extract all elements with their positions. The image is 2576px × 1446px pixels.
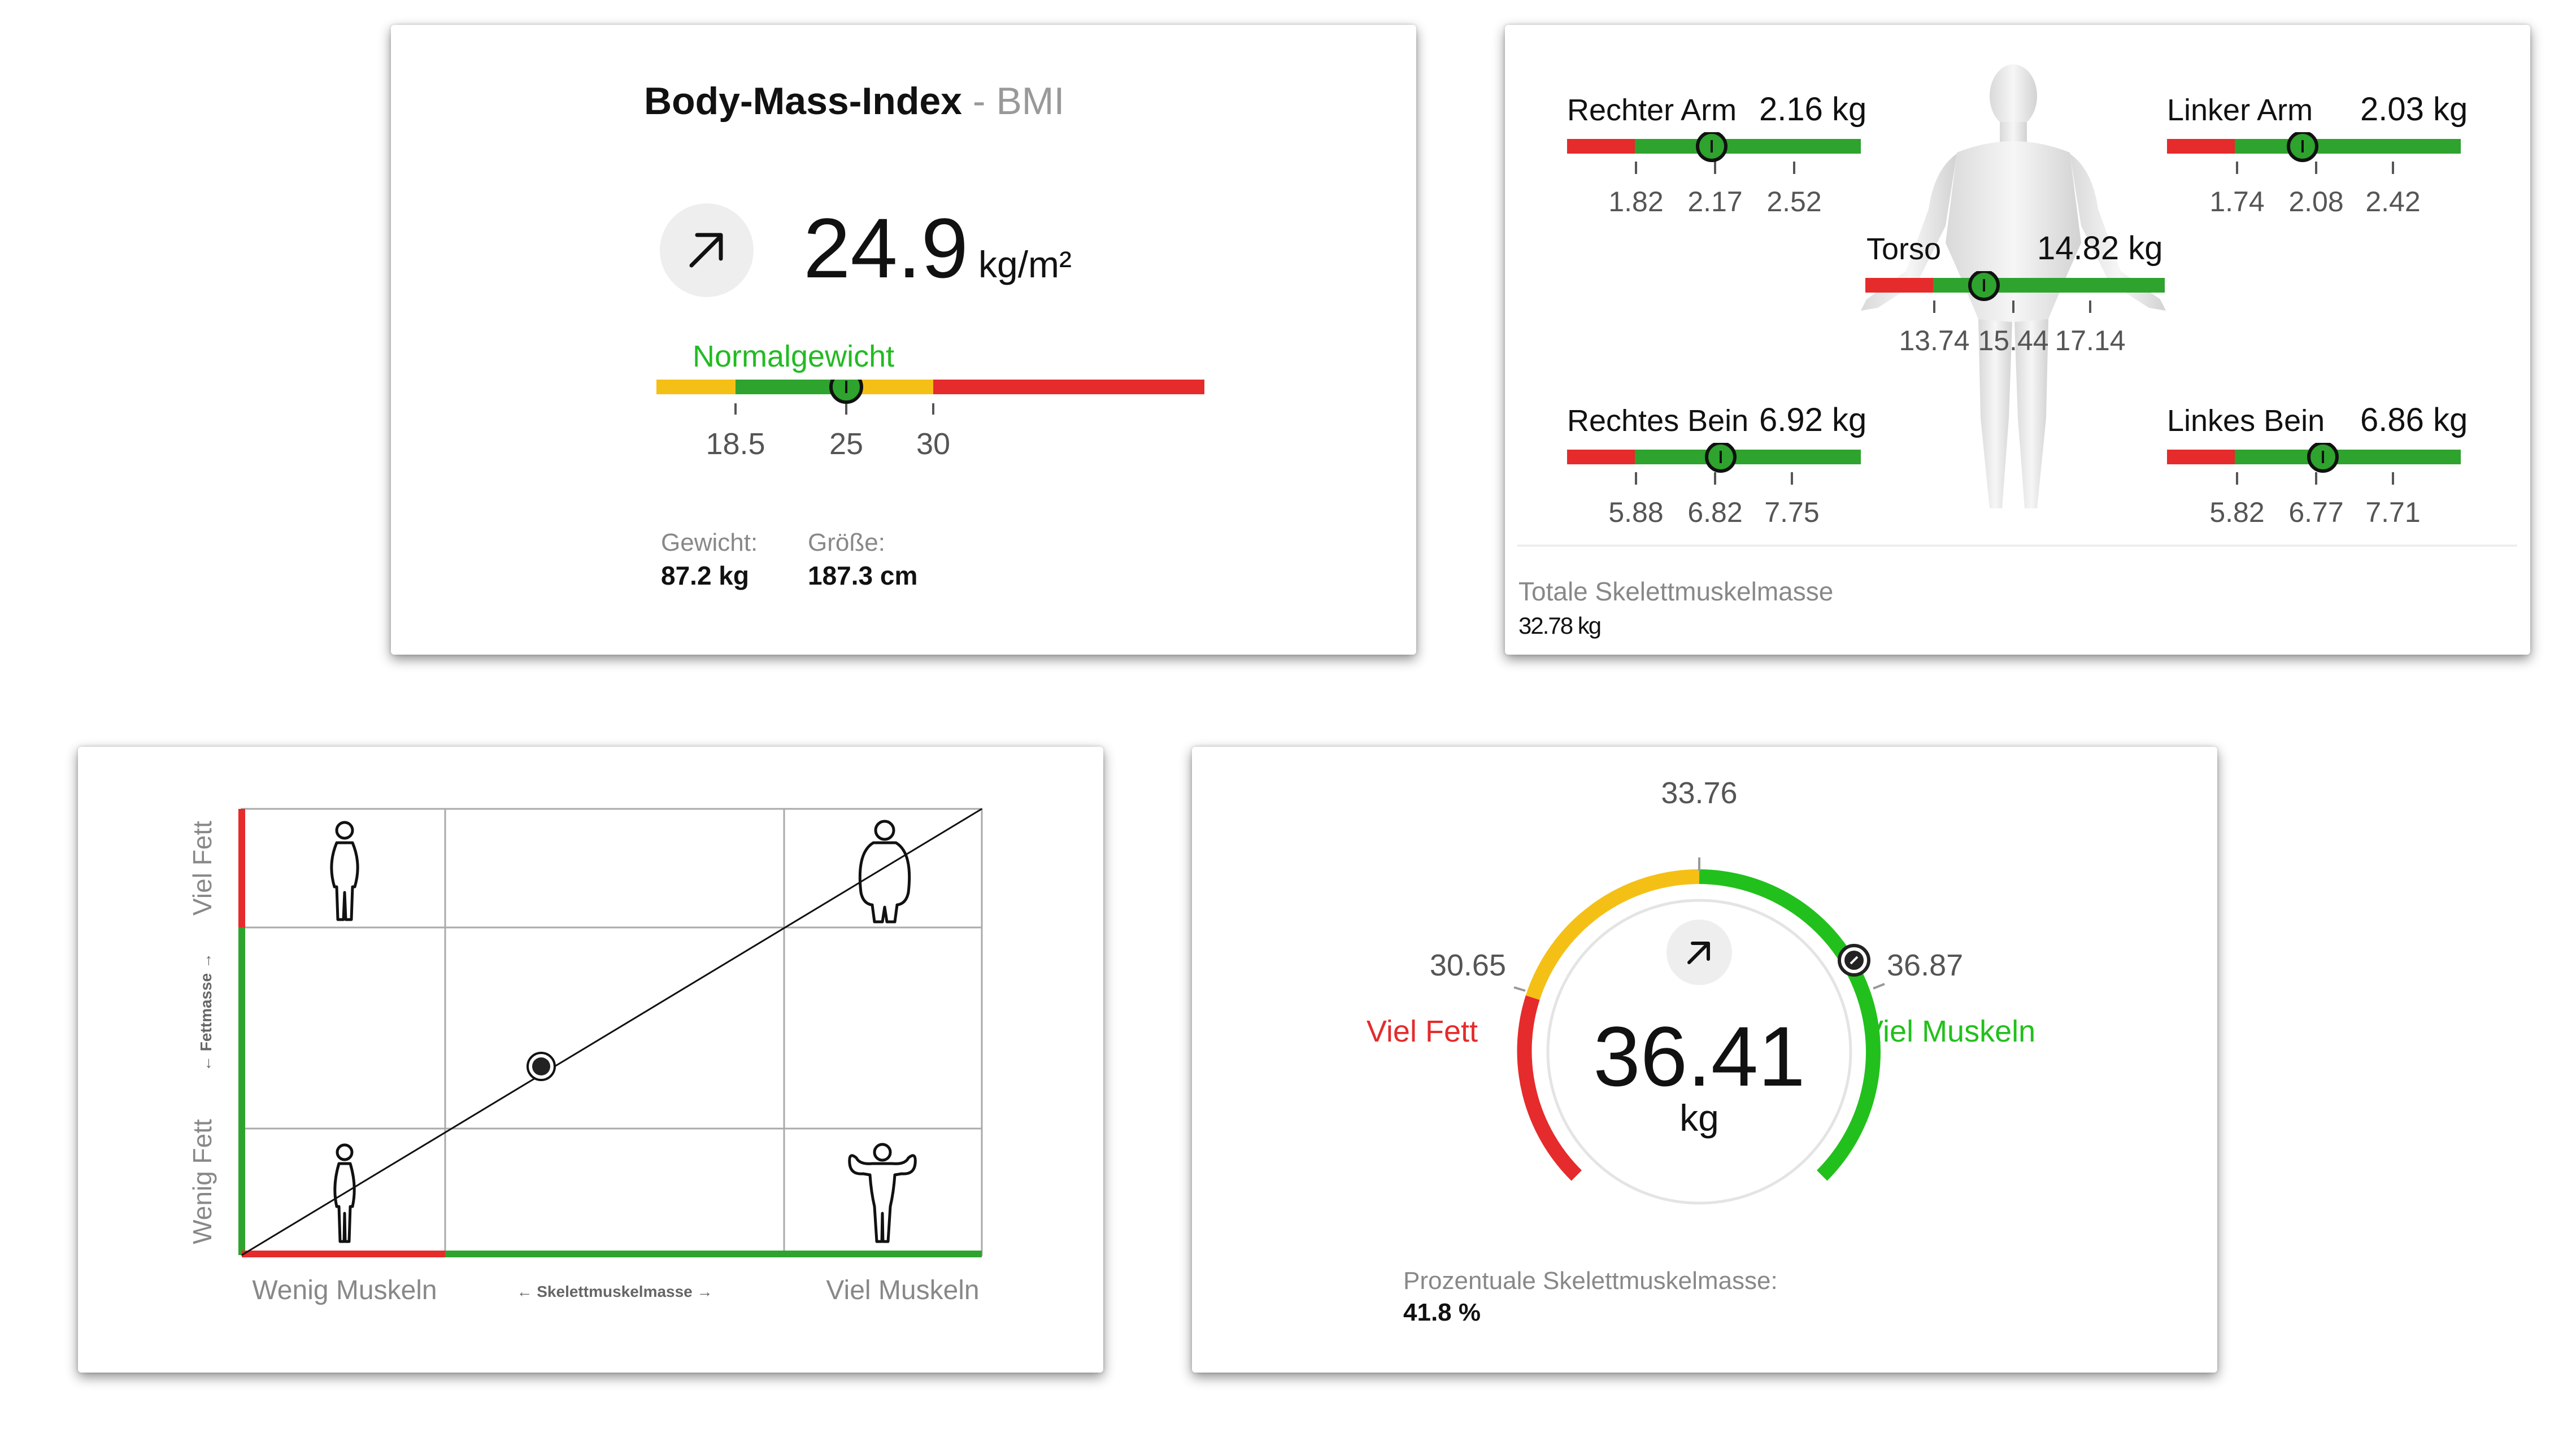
left-arm-label: Linker Arm — [2167, 93, 2313, 127]
right-arm-label: Rechter Arm — [1567, 93, 1737, 127]
gauge-label-right: Viel Muskeln — [1863, 1014, 2035, 1048]
bmi-marker — [829, 380, 863, 404]
x-label-left: Wenig Muskeln — [252, 1275, 437, 1305]
y-label-top: Viel Fett — [188, 821, 217, 916]
bmi-value: 24.9 — [803, 201, 968, 295]
bmi-card: Body-Mass-Index - BMI 24.9 kg/m² Normalg… — [391, 25, 1416, 655]
skeletal-muscle-gauge-card: 33.76 30.65 36.87 Viel Fett Viel Muskeln… — [1192, 747, 2217, 1373]
right-leg-tick: 5.88 — [1608, 496, 1663, 528]
left-arm-tick: 2.08 — [2288, 186, 2343, 217]
right-leg-label: Rechtes Bein — [1567, 404, 1749, 438]
gauge-arc-yellow — [1525, 869, 1700, 1000]
total-smm-value: 32.78 kg — [1518, 612, 1602, 639]
gauge-label-left: Viel Fett — [1367, 1014, 1478, 1048]
right-arm-tick: 2.17 — [1687, 186, 1742, 217]
left-leg-tick: 5.82 — [2209, 496, 2264, 528]
left-arm-value: 2.03 kg — [2360, 91, 2468, 128]
bmi-scale: 18.5 25 30 — [656, 380, 1204, 461]
arrow-up-right-icon — [689, 233, 723, 268]
person-muscular-icon — [848, 1143, 917, 1243]
smm-percent-label: Prozentuale Skelettmuskelmasse: — [1403, 1267, 1778, 1295]
torso-tick: 17.14 — [2055, 325, 2125, 356]
bmi-title: Body-Mass-Index - BMI — [644, 80, 1065, 123]
bmi-tick: 30 — [916, 427, 950, 461]
segmental-muscle-card: Rechter Arm 2.16 kg 1.82 2.17 2.52 Linke… — [1505, 25, 2530, 655]
left-leg-tick: 6.77 — [2288, 496, 2343, 528]
total-smm-label: Totale Skelettmuskelmasse — [1518, 577, 1834, 606]
weight-label: Gewicht: — [661, 529, 758, 556]
right-leg-scale: 5.88 6.82 7.75 — [1567, 443, 1861, 528]
right-arm-tick: 2.52 — [1766, 186, 1821, 217]
gauge-arc-green — [1699, 869, 1881, 1181]
left-leg-marker — [2307, 443, 2339, 473]
left-arm-tick: 1.74 — [2209, 186, 2264, 217]
torso-tick: 15.44 — [1978, 325, 2048, 356]
body-type-quadrant-card: Viel Fett Wenig Fett ← Fettmasse → Wenig… — [78, 747, 1103, 1373]
left-leg-tick: 7.71 — [2365, 496, 2420, 528]
torso-value: 14.82 kg — [2037, 230, 2163, 267]
person-obese-icon — [858, 820, 911, 924]
torso-scale: 13.74 15.44 17.14 — [1865, 271, 2165, 356]
x-label-right: Viel Muskeln — [826, 1275, 979, 1305]
trend-line — [241, 808, 982, 1256]
gauge-marker — [1838, 944, 1870, 977]
body-type-quadrant: Viel Fett Wenig Fett ← Fettmasse → Wenig… — [188, 808, 983, 1305]
arrow-up-right-icon — [1687, 942, 1710, 964]
torso-marker — [1968, 271, 2000, 301]
right-leg-tick: 6.82 — [1687, 496, 1742, 528]
smm-value: 36.41 — [1593, 1009, 1805, 1104]
bmi-tick: 18.5 — [706, 427, 765, 461]
gauge-tick-right: 36.87 — [1887, 948, 1963, 982]
height-label: Größe: — [808, 529, 885, 556]
smm-unit: kg — [1679, 1097, 1719, 1139]
right-arm-marker — [1696, 132, 1728, 162]
body-figure-icon — [1861, 64, 2166, 508]
y-axis-title: ← Fettmasse → — [197, 953, 215, 1072]
right-leg-tick: 7.75 — [1764, 496, 1819, 528]
smm-percent-value: 41.8 % — [1403, 1299, 1481, 1326]
bmi-category-label: Normalgewicht — [693, 339, 895, 373]
bmi-unit: kg/m² — [978, 243, 1072, 285]
left-arm-tick: 2.42 — [2365, 186, 2420, 217]
bmi-trend-button[interactable] — [660, 203, 754, 297]
y-label-bottom: Wenig Fett — [188, 1119, 217, 1244]
gauge-tick-top: 33.76 — [1661, 776, 1737, 810]
person-slim-icon — [330, 821, 359, 921]
bmi-subtitle: BMI — [996, 80, 1065, 123]
torso-label: Torso — [1866, 232, 1942, 266]
right-arm-value: 2.16 kg — [1759, 91, 1867, 128]
right-leg-marker — [1705, 443, 1737, 473]
torso-tick: 13.74 — [1899, 325, 1969, 356]
left-arm-marker — [2287, 132, 2318, 162]
height-value: 187.3 cm — [808, 561, 918, 590]
right-arm-tick: 1.82 — [1608, 186, 1663, 217]
right-leg-value: 6.92 kg — [1759, 402, 1867, 438]
left-leg-scale: 5.82 6.77 7.71 — [2167, 443, 2461, 528]
right-arm-scale: 1.82 2.17 2.52 — [1567, 132, 1861, 217]
smm-trend-button[interactable] — [1666, 920, 1732, 985]
bmi-tick: 25 — [829, 427, 863, 461]
left-arm-scale: 1.74 2.08 2.42 — [2167, 132, 2461, 217]
weight-value: 87.2 kg — [661, 561, 749, 590]
left-leg-label: Linkes Bein — [2167, 404, 2325, 438]
smm-gauge: 33.76 30.65 36.87 Viel Fett Viel Muskeln… — [1367, 776, 2035, 1326]
bmi-title-text: Body-Mass-Index — [644, 80, 962, 123]
current-position-marker — [526, 1052, 556, 1081]
divider — [1517, 545, 2517, 547]
gauge-tick-left: 30.65 — [1430, 948, 1506, 982]
person-thin-icon — [333, 1143, 356, 1243]
x-axis-title: ← Skelettmuskelmasse → — [516, 1283, 712, 1300]
gauge-arc-red — [1517, 995, 1582, 1181]
left-leg-value: 6.86 kg — [2360, 402, 2468, 438]
